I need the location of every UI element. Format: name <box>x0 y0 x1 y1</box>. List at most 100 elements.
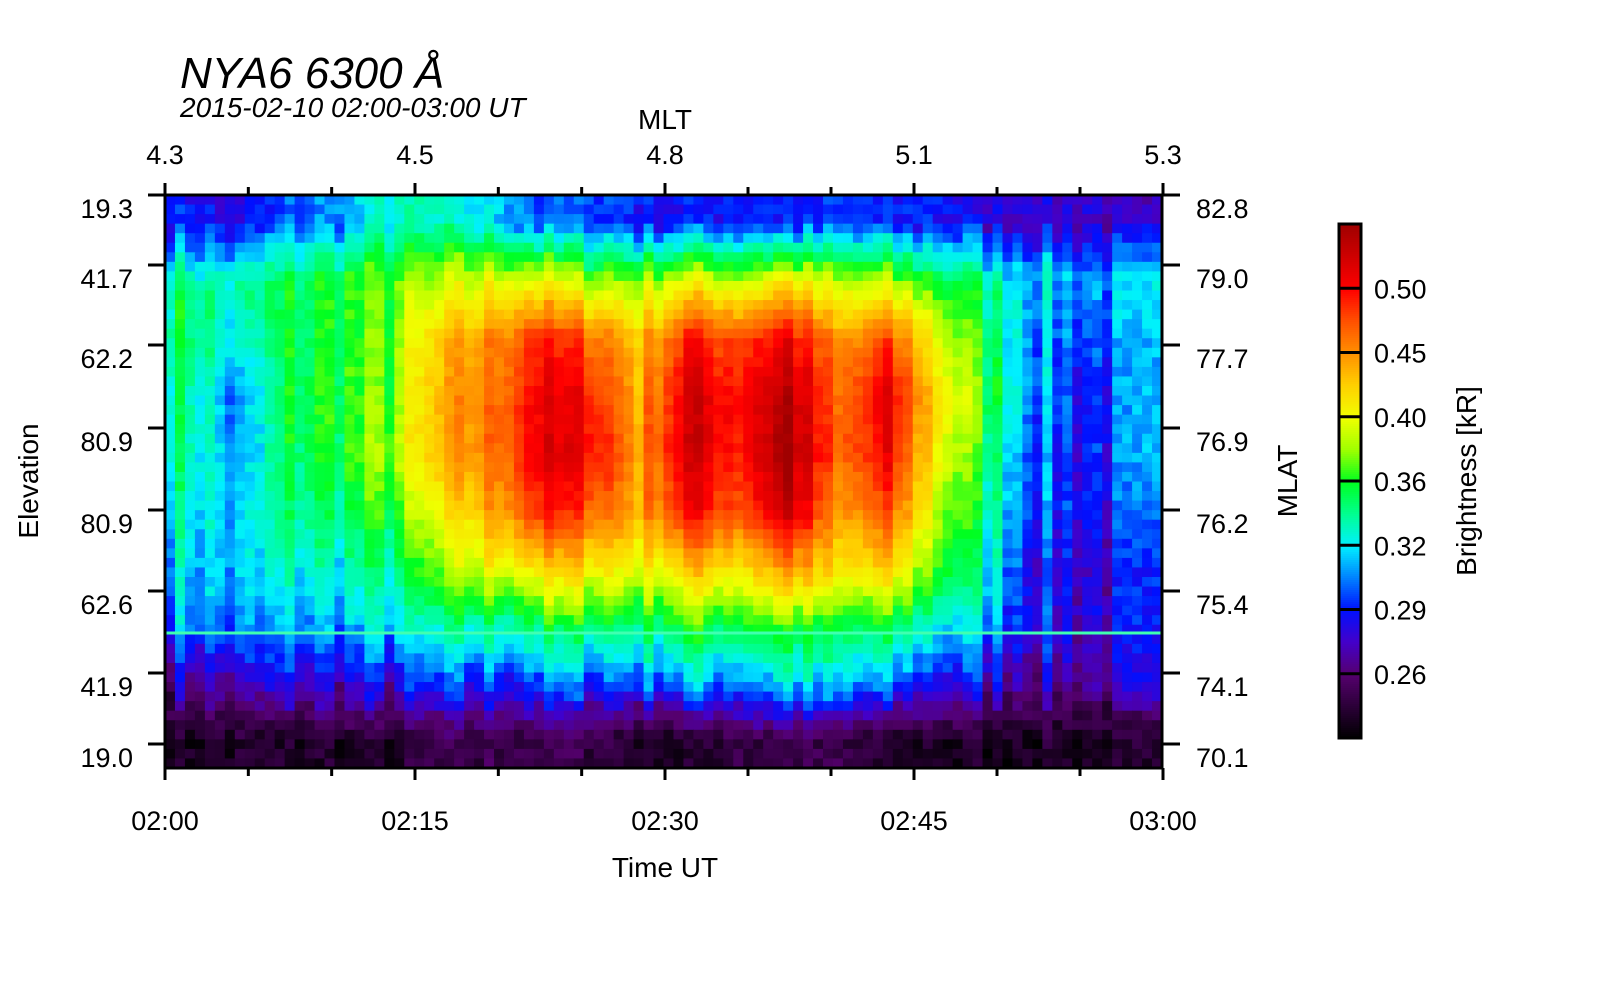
heatmap-cell <box>613 347 625 358</box>
heatmap-cell <box>683 481 695 492</box>
heatmap-cell <box>334 586 346 597</box>
heatmap-cell <box>583 223 595 234</box>
heatmap-cell <box>823 643 834 654</box>
heatmap-cell <box>613 223 625 234</box>
heatmap-cell <box>813 223 824 234</box>
heatmap-cell <box>254 500 266 511</box>
heatmap-cell <box>653 538 665 549</box>
heatmap-cell <box>982 328 994 339</box>
heatmap-cell <box>892 481 904 492</box>
heatmap-cell <box>1072 424 1083 435</box>
heatmap-cell <box>852 500 864 511</box>
heatmap-cell <box>693 643 704 654</box>
heatmap-cell <box>593 538 605 549</box>
heatmap-cell <box>633 300 645 311</box>
heatmap-cell <box>523 328 535 339</box>
heatmap-cell <box>1152 596 1163 607</box>
heatmap-cell <box>573 624 585 635</box>
heatmap-cell <box>264 357 276 368</box>
heatmap-cell <box>563 214 575 225</box>
heatmap-cell <box>882 280 894 292</box>
heatmap-cell <box>174 405 186 416</box>
heatmap-cell <box>214 491 226 502</box>
heatmap-cell <box>484 338 495 349</box>
heatmap-cell <box>842 491 854 502</box>
heatmap-cell <box>673 376 685 387</box>
heatmap-cell <box>813 414 824 425</box>
heatmap-cell <box>454 300 465 311</box>
heatmap-cell <box>842 634 854 645</box>
heatmap-cell <box>294 424 306 435</box>
heatmap-cell <box>613 195 625 206</box>
heatmap-cell <box>793 500 804 511</box>
heatmap-cell <box>523 347 535 358</box>
heatmap-cell <box>274 195 286 206</box>
heatmap-cell <box>673 538 685 549</box>
heatmap-cell <box>1012 395 1024 406</box>
heatmap-cell <box>1032 462 1043 473</box>
heatmap-cell <box>244 252 256 263</box>
heatmap-cell <box>653 414 665 425</box>
heatmap-cell <box>374 500 385 511</box>
heatmap-cell <box>494 491 505 502</box>
heatmap-cell <box>773 376 784 387</box>
heatmap-cell <box>1082 462 1093 473</box>
heatmap-cell <box>314 624 326 635</box>
heatmap-cell <box>464 204 475 215</box>
heatmap-cell <box>803 223 814 234</box>
heatmap-cell <box>872 529 884 540</box>
heatmap-cell <box>673 529 685 540</box>
heatmap-cell <box>264 443 276 454</box>
heatmap-cell <box>374 233 385 244</box>
heatmap-cell <box>523 195 535 206</box>
heatmap-cell <box>324 643 336 654</box>
heatmap-cell <box>583 471 595 483</box>
heatmap-cell <box>892 204 904 215</box>
heatmap-cell <box>513 596 525 607</box>
heatmap-cell <box>513 309 525 320</box>
heatmap-cell <box>852 548 864 559</box>
heatmap-cell <box>842 462 854 473</box>
heatmap-cell <box>603 452 615 463</box>
heatmap-cell <box>1072 471 1083 483</box>
heatmap-cell <box>962 424 974 435</box>
heatmap-cell <box>1002 405 1014 416</box>
heatmap-cell <box>324 319 336 330</box>
heatmap-cell <box>394 280 405 292</box>
heatmap-cell <box>1142 624 1153 635</box>
heatmap-cell <box>404 280 415 292</box>
heatmap-cell <box>573 615 585 626</box>
heatmap-cell <box>244 481 256 492</box>
heatmap-cell <box>882 462 894 473</box>
heatmap-cell <box>743 309 754 320</box>
heatmap-cell <box>204 605 216 616</box>
heatmap-cell <box>484 366 495 378</box>
heatmap-cell <box>573 462 585 473</box>
heatmap-cell <box>284 471 296 483</box>
heatmap-cell <box>683 309 695 320</box>
heatmap-cell <box>663 242 675 253</box>
heatmap-cell <box>543 319 555 330</box>
heatmap-cell <box>882 242 894 253</box>
heatmap-cell <box>484 643 495 654</box>
heatmap-cell <box>892 233 904 244</box>
heatmap-cell <box>1092 405 1103 416</box>
heatmap-cell <box>494 471 505 483</box>
heatmap-cell <box>813 405 824 416</box>
heatmap-cell <box>424 414 435 425</box>
heatmap-cell <box>862 653 874 664</box>
heatmap-cell <box>902 195 914 206</box>
heatmap-cell <box>394 252 405 263</box>
heatmap-cell <box>404 596 415 607</box>
heatmap-cell <box>494 462 505 473</box>
heatmap-cell <box>354 452 365 463</box>
heatmap-cell <box>1032 529 1043 540</box>
heatmap-cell <box>972 242 984 253</box>
heatmap-cell <box>1112 596 1123 607</box>
heatmap-cell <box>194 366 206 378</box>
heatmap-cell <box>783 624 794 635</box>
heatmap-cell <box>573 538 585 549</box>
heatmap-cell <box>374 366 385 378</box>
heatmap-cell <box>872 386 884 397</box>
heatmap-cell <box>972 577 984 588</box>
